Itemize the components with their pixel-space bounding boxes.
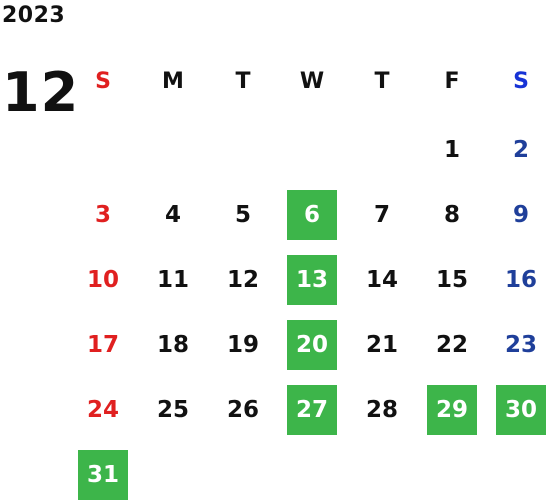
- day-cell-23[interactable]: 23: [504, 332, 537, 358]
- weekday-sunday: S: [95, 68, 111, 94]
- weekday-saturday: S: [513, 68, 529, 94]
- day-cell-11[interactable]: 11: [156, 267, 189, 293]
- month-label: 12: [2, 61, 80, 124]
- day-cell-17[interactable]: 17: [86, 332, 119, 358]
- weekday-thursday: T: [374, 68, 390, 94]
- day-cell-25[interactable]: 25: [156, 397, 189, 423]
- day-cell-16[interactable]: 16: [504, 267, 537, 293]
- day-cell-28[interactable]: 28: [365, 397, 398, 423]
- day-cell-26[interactable]: 26: [226, 397, 259, 423]
- day-cell-21[interactable]: 21: [365, 332, 398, 358]
- weekday-friday: F: [444, 68, 460, 94]
- year-label: 2023: [2, 3, 66, 28]
- day-cell-14[interactable]: 14: [365, 267, 398, 293]
- weekday-tuesday: T: [235, 68, 251, 94]
- day-cell-3[interactable]: 3: [94, 202, 111, 228]
- day-cell-13[interactable]: 13: [287, 255, 337, 305]
- day-cell-22[interactable]: 22: [435, 332, 468, 358]
- day-cell-9[interactable]: 9: [512, 202, 529, 228]
- day-cell-8[interactable]: 8: [443, 202, 460, 228]
- day-cell-10[interactable]: 10: [86, 267, 119, 293]
- day-cell-4[interactable]: 4: [164, 202, 181, 228]
- day-cell-2[interactable]: 2: [512, 137, 529, 163]
- day-cell-7[interactable]: 7: [373, 202, 390, 228]
- day-cell-6[interactable]: 6: [287, 190, 337, 240]
- day-cell-31[interactable]: 31: [78, 450, 128, 500]
- day-cell-20[interactable]: 20: [287, 320, 337, 370]
- day-cell-12[interactable]: 12: [226, 267, 259, 293]
- day-cell-1[interactable]: 1: [443, 137, 460, 163]
- weekday-wednesday: W: [299, 68, 325, 94]
- day-cell-15[interactable]: 15: [435, 267, 468, 293]
- day-cell-24[interactable]: 24: [86, 397, 119, 423]
- day-cell-30[interactable]: 30: [496, 385, 546, 435]
- day-cell-5[interactable]: 5: [234, 202, 251, 228]
- day-cell-18[interactable]: 18: [156, 332, 189, 358]
- weekday-monday: M: [162, 68, 184, 94]
- day-cell-27[interactable]: 27: [287, 385, 337, 435]
- day-cell-19[interactable]: 19: [226, 332, 259, 358]
- day-cell-29[interactable]: 29: [427, 385, 477, 435]
